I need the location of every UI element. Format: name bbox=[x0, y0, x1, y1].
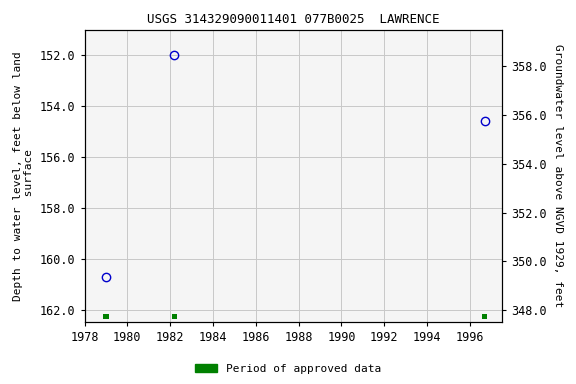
Bar bbox=[103, 314, 109, 319]
Legend: Period of approved data: Period of approved data bbox=[191, 359, 385, 379]
Bar bbox=[482, 314, 487, 319]
Title: USGS 314329090011401 077B0025  LAWRENCE: USGS 314329090011401 077B0025 LAWRENCE bbox=[147, 13, 439, 26]
Y-axis label: Depth to water level, feet below land
 surface: Depth to water level, feet below land su… bbox=[13, 51, 35, 301]
Bar bbox=[172, 314, 177, 319]
Y-axis label: Groundwater level above NGVD 1929, feet: Groundwater level above NGVD 1929, feet bbox=[554, 45, 563, 308]
